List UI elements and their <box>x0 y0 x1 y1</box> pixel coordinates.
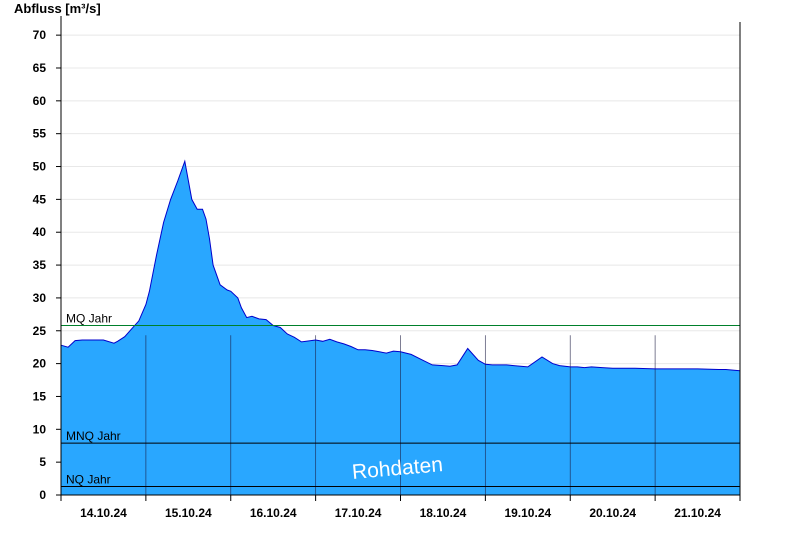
y-tick-label: 45 <box>33 192 47 206</box>
y-tick-label: 30 <box>33 291 47 305</box>
y-tick-label: 50 <box>33 160 47 174</box>
y-tick-label: 20 <box>33 357 47 371</box>
axes <box>56 16 741 501</box>
x-tick-labels: 14.10.24 15.10.24 16.10.24 17.10.24 18.10.24… <box>80 506 721 520</box>
y-tick-label: 60 <box>33 94 47 108</box>
y-axis-title: Abfluss [m³/s] <box>14 1 101 16</box>
x-tick-label: 16.10.24 <box>250 506 297 520</box>
day-gridlines <box>145 335 656 495</box>
x-tick-label: 14.10.24 <box>80 506 127 520</box>
y-tick-label: 25 <box>33 324 47 338</box>
x-tick-label: 15.10.24 <box>165 506 212 520</box>
y-tick-label: 5 <box>39 455 46 469</box>
reference-line-label: MNQ Jahr <box>66 429 121 443</box>
y-tick-label: 35 <box>33 258 47 272</box>
y-tick-label: 55 <box>33 127 47 141</box>
discharge-line <box>60 159 741 372</box>
reference-lines: MQ Jahr MNQ Jahr NQ Jahr <box>61 312 740 487</box>
y-tick-label: 0 <box>39 488 46 502</box>
y-tick-labels: 0 5 10 15 20 25 30 35 40 45 50 55 60 65 70 <box>33 28 47 502</box>
y-tick-label: 10 <box>33 422 47 436</box>
y-tick-label: 40 <box>33 225 47 239</box>
reference-line-label: NQ Jahr <box>66 472 111 486</box>
x-tick-label: 19.10.24 <box>504 506 551 520</box>
x-tick-label: 21.10.24 <box>674 506 721 520</box>
x-tick-label: 20.10.24 <box>589 506 636 520</box>
y-tick-label: 15 <box>33 389 47 403</box>
x-tick-label: 17.10.24 <box>335 506 382 520</box>
y-tick-label: 65 <box>33 61 47 75</box>
y-tick-label: 70 <box>33 28 47 42</box>
x-tick-label: 18.10.24 <box>420 506 467 520</box>
reference-line-label: MQ Jahr <box>66 312 112 326</box>
